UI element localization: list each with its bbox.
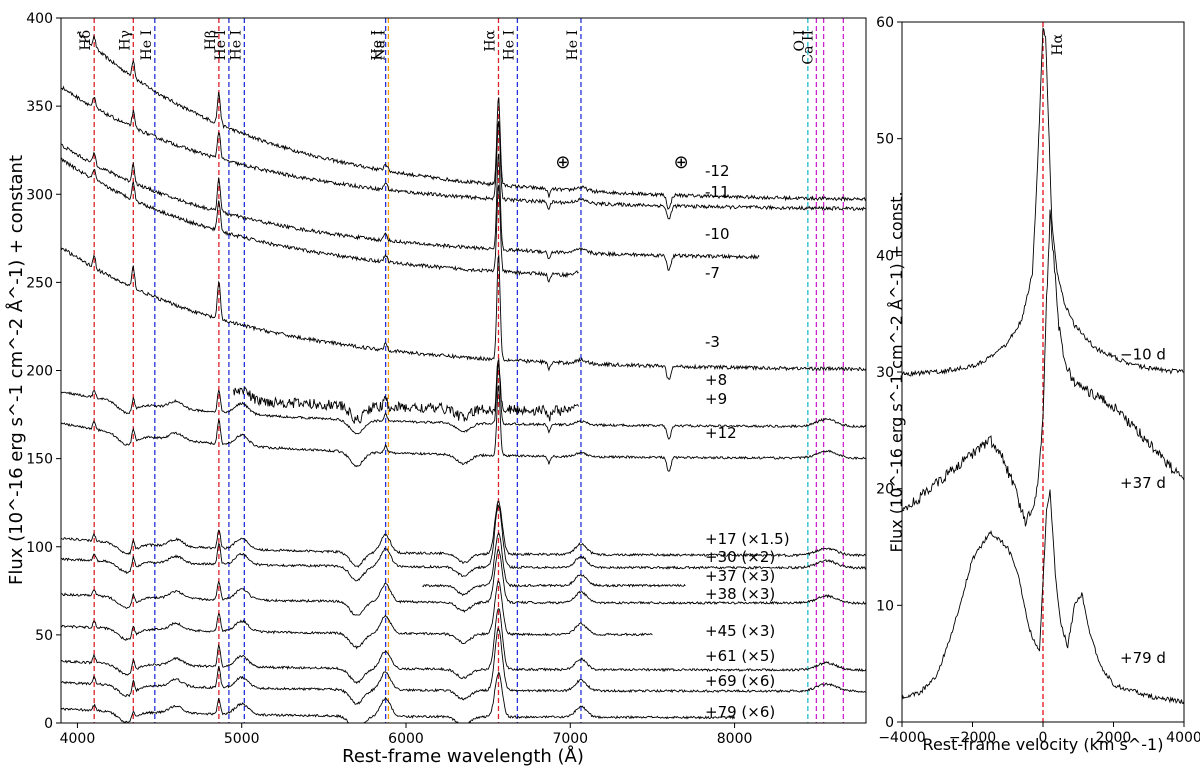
left-y-tick-label: 300 bbox=[26, 187, 53, 203]
left-x-axis-label: Rest-frame wavelength (Å) bbox=[342, 745, 584, 767]
spectrum-epoch-label: +12 bbox=[705, 424, 737, 442]
left-y-axis-label: Flux (10^-16 erg s^-1 cm^-2 Å^-1) + cons… bbox=[5, 155, 27, 585]
line-id-label: He I bbox=[565, 30, 581, 60]
line-id-label: He I bbox=[370, 30, 386, 60]
line-id-label: Hα bbox=[482, 29, 498, 51]
halpha-label: Hα bbox=[1050, 33, 1066, 55]
spectrum-epoch-label: -12 bbox=[705, 162, 730, 180]
spectrum-epoch-label: -3 bbox=[705, 333, 720, 351]
right-y-tick-label: 30 bbox=[876, 365, 894, 381]
spectrum-epoch-label: +17 (×1.5) bbox=[705, 530, 790, 548]
spectrum-line bbox=[61, 548, 866, 616]
right-x-tick-label: 4000 bbox=[1166, 730, 1200, 746]
left-y-tick-label: 150 bbox=[26, 452, 53, 468]
right-x-tick-label: −4000 bbox=[878, 730, 925, 746]
right-x-axis-label: Rest-frame velocity (km s^-1) bbox=[923, 735, 1164, 754]
spectrum-line bbox=[61, 246, 866, 380]
line-id-label: Hδ bbox=[78, 30, 94, 51]
right-panel: −10 d +37 d +79 d Hα −4000 −2000 0 2000 4000 0 10… bbox=[876, 15, 1200, 754]
spectrum-epoch-label: +45 (×3) bbox=[705, 622, 775, 640]
left-y-tick-label: 200 bbox=[26, 364, 53, 380]
left-y-tick-label: 350 bbox=[26, 99, 53, 115]
halpha-profile-line bbox=[902, 489, 1184, 704]
right-y-tick-label: 20 bbox=[876, 482, 894, 498]
line-id-label: He I bbox=[139, 30, 155, 60]
right-x-tick-label: −2000 bbox=[949, 730, 996, 746]
spectrum-epoch-label: -7 bbox=[705, 264, 720, 282]
spectrum-line bbox=[61, 608, 866, 685]
spectrum-epoch-label: +9 bbox=[705, 390, 727, 408]
spectrum-line bbox=[61, 143, 760, 272]
spectrum-epoch-label: +37 (×3) bbox=[705, 567, 775, 585]
left-x-tick-label: 5000 bbox=[224, 731, 260, 747]
left-y-tick-label: 250 bbox=[26, 275, 53, 291]
right-y-tick-label: 40 bbox=[876, 248, 894, 264]
line-id-label: He I bbox=[228, 30, 244, 60]
left-y-tick-label: 50 bbox=[35, 628, 53, 644]
line-id-label: He I bbox=[213, 30, 229, 60]
profile-epoch-label: −10 d bbox=[1120, 346, 1166, 364]
spectrum-epoch-label: -10 bbox=[705, 225, 730, 243]
line-id-label: O I bbox=[792, 30, 808, 51]
spectrum-line bbox=[61, 580, 653, 650]
spectrum-line bbox=[422, 532, 686, 597]
spectrum-epoch-label: +61 (×5) bbox=[705, 647, 775, 665]
spectrum-line bbox=[61, 503, 866, 582]
left-x-tick-label: 8000 bbox=[717, 731, 753, 747]
right-y-tick-label: 0 bbox=[885, 715, 894, 731]
left-y-tick-label: 400 bbox=[26, 11, 53, 27]
spectrum-line bbox=[61, 627, 866, 705]
left-x-tick-label: 7000 bbox=[552, 731, 588, 747]
left-x-tick-label: 6000 bbox=[388, 731, 424, 747]
right-y-tick-label: 60 bbox=[876, 15, 894, 31]
spectrum-line bbox=[61, 671, 736, 723]
right-plot-frame bbox=[901, 21, 1185, 723]
profile-epoch-label: +79 d bbox=[1120, 649, 1166, 667]
spectrum-epoch-label: +38 (×3) bbox=[705, 585, 775, 603]
line-id-label: Hγ bbox=[117, 30, 133, 51]
line-id-label: Na I bbox=[372, 30, 388, 61]
spectrum-line bbox=[61, 85, 866, 220]
spectrum-line bbox=[76, 31, 866, 210]
line-id-label: Ca II bbox=[800, 30, 816, 65]
spectrum-epoch-label: +79 (×6) bbox=[705, 703, 775, 721]
telluric-symbol: ⊕ bbox=[674, 152, 689, 173]
right-y-tick-label: 50 bbox=[876, 132, 894, 148]
halpha-profile-line bbox=[902, 209, 1184, 527]
left-y-tick-label: 100 bbox=[26, 540, 53, 556]
spectrum-epoch-label: +8 bbox=[705, 371, 727, 389]
line-id-label: He I bbox=[501, 30, 517, 60]
spectrum-epoch-label: +69 (×6) bbox=[705, 672, 775, 690]
right-x-tick-label: 0 bbox=[1039, 730, 1048, 746]
spectrum-line bbox=[61, 157, 579, 283]
right-y-tick-label: 10 bbox=[876, 598, 894, 614]
left-x-tick-label: 4000 bbox=[60, 731, 96, 747]
telluric-symbol: ⊕ bbox=[555, 152, 570, 173]
spectrum-epoch-label: +30 (×2) bbox=[705, 548, 775, 566]
left-plot-frame bbox=[60, 17, 867, 724]
spectrum-line bbox=[233, 357, 579, 424]
spectrum-line bbox=[61, 362, 866, 440]
halpha-profile-line bbox=[902, 26, 1184, 377]
profile-epoch-label: +37 d bbox=[1120, 474, 1166, 492]
line-id-label: Hβ bbox=[203, 30, 219, 50]
spectrum-epoch-label: -11 bbox=[705, 183, 730, 201]
right-y-axis-label: Flux (10^-16 erg s^-1 cm^-2 Å^-1) + cons… bbox=[887, 191, 906, 552]
spectrum-line bbox=[61, 500, 866, 568]
spectrum-line bbox=[61, 385, 866, 472]
right-x-tick-label: 2000 bbox=[1096, 730, 1132, 746]
left-y-tick-label: 0 bbox=[44, 716, 53, 732]
